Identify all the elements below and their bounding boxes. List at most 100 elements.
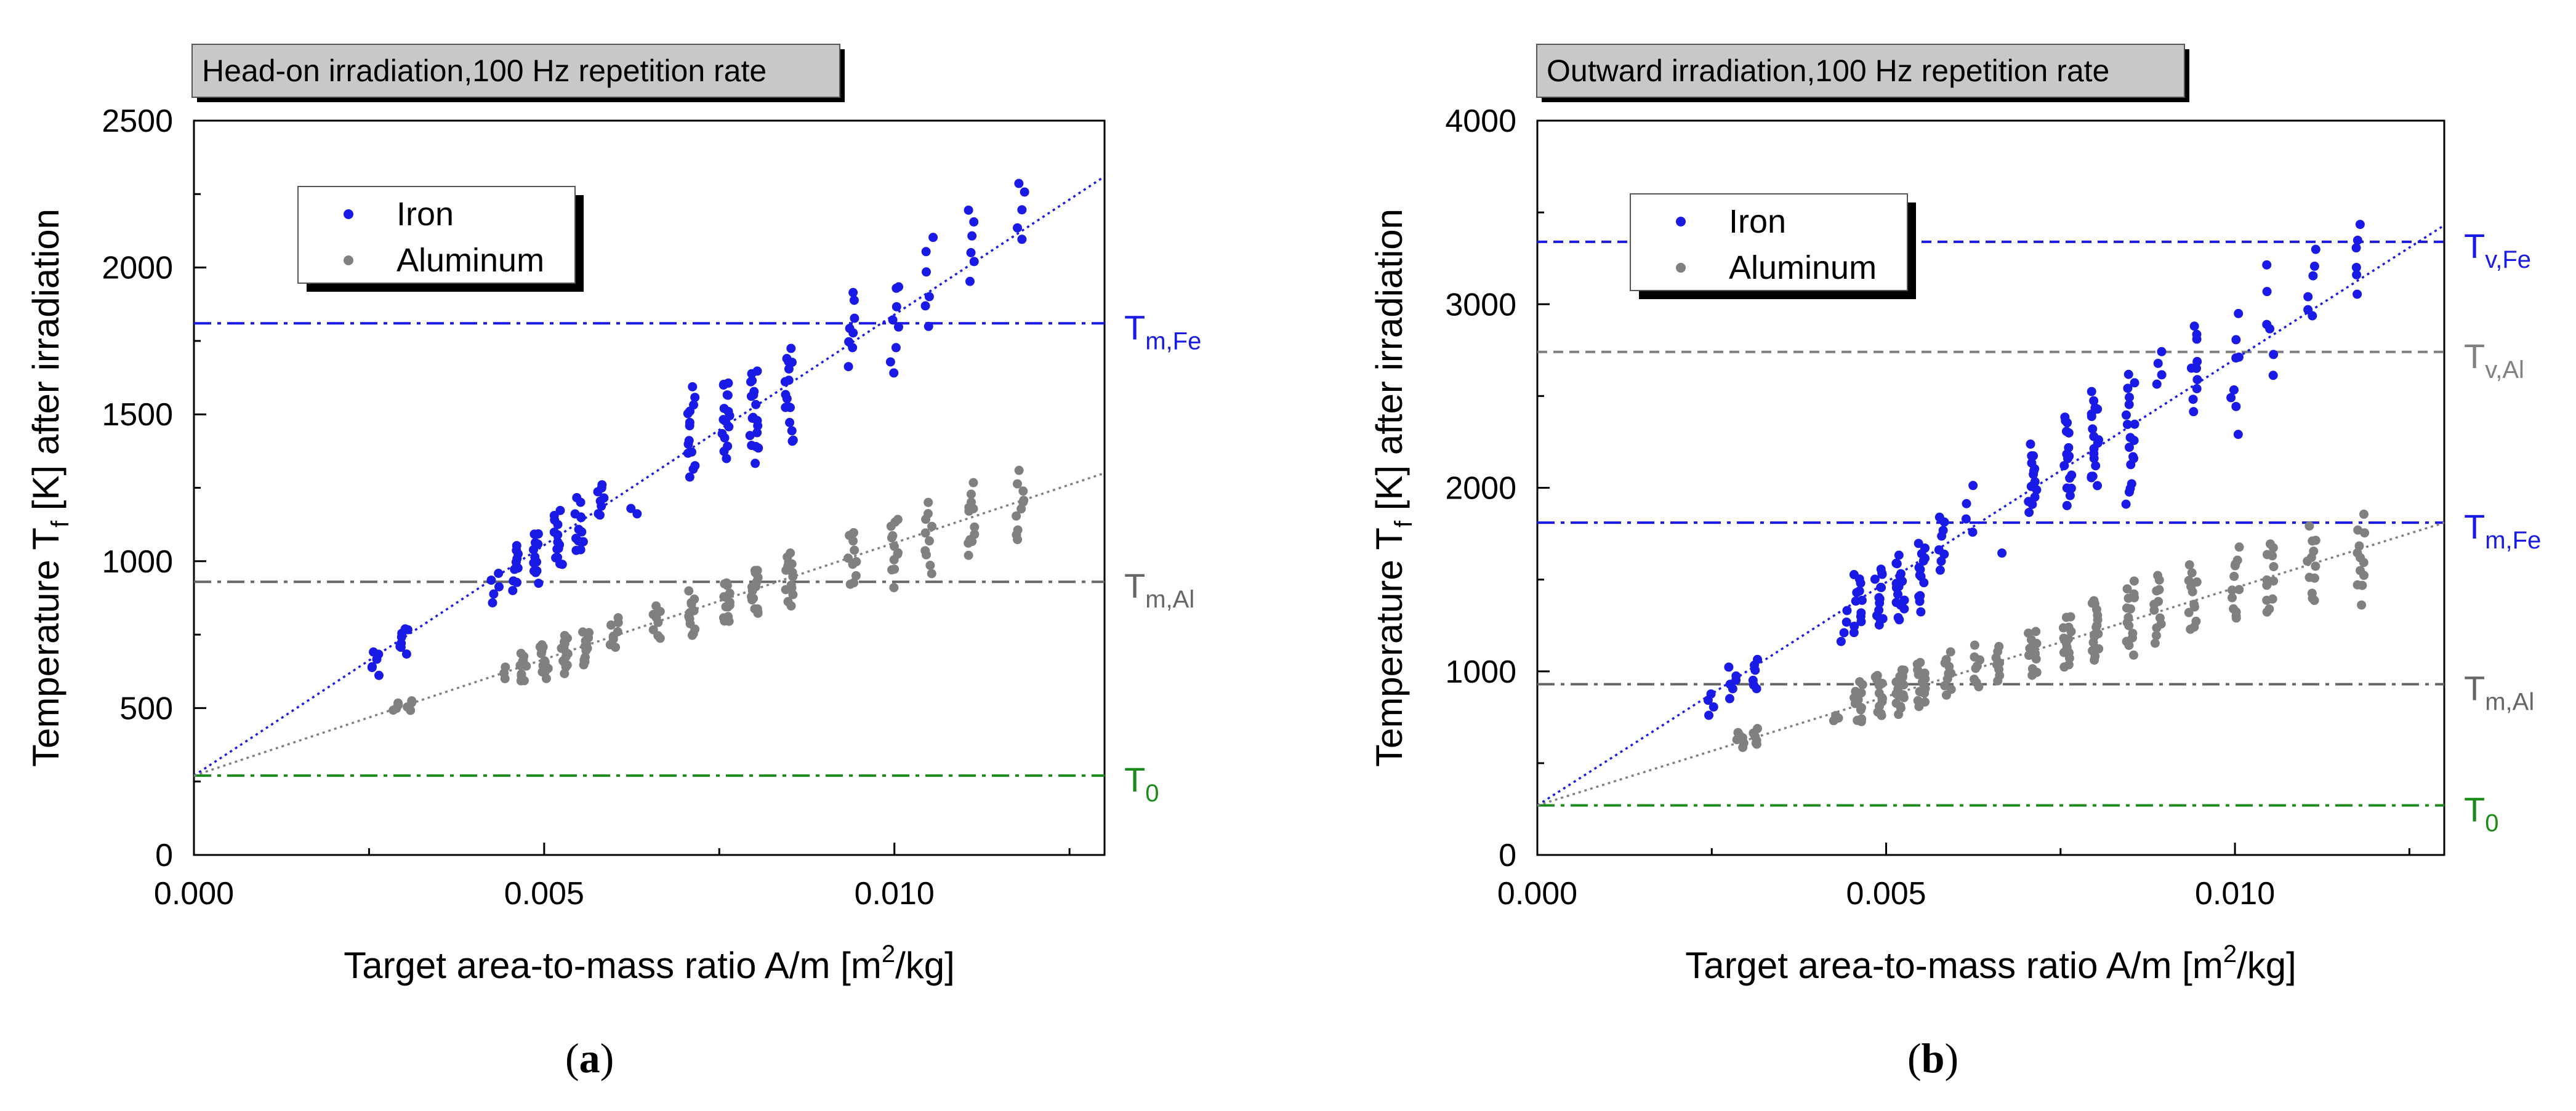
point-aluminum (2307, 588, 2317, 598)
point-iron (1704, 710, 1714, 720)
point-iron (1856, 608, 1866, 618)
point-aluminum (501, 662, 510, 672)
point-iron (2229, 385, 2239, 395)
point-iron (1849, 622, 1859, 632)
legend-box (1630, 193, 1908, 291)
point-iron (489, 589, 499, 599)
ref-label-tmfe: Tm,Fe (2464, 507, 2541, 554)
point-iron (1916, 572, 1926, 582)
point-aluminum (927, 569, 936, 579)
point-iron (690, 393, 700, 403)
point-aluminum (2027, 664, 2037, 674)
legend-label-iron: Iron (1729, 203, 1786, 240)
point-iron (594, 509, 603, 519)
point-aluminum (851, 557, 861, 567)
point-aluminum (2184, 560, 2194, 570)
point-iron (1013, 223, 1023, 233)
point-iron (685, 417, 694, 427)
point-aluminum (2309, 546, 2319, 556)
point-iron (2262, 260, 2272, 270)
point-aluminum (1970, 640, 1979, 650)
point-aluminum (690, 594, 699, 604)
point-iron (752, 428, 762, 438)
ref-label-tmfe: Tm,Fe (1124, 308, 1201, 355)
point-iron (1731, 671, 1741, 681)
point-aluminum (927, 521, 937, 531)
point-iron (1935, 565, 1945, 575)
point-iron (2124, 443, 2134, 452)
point-aluminum (2184, 576, 2194, 585)
point-aluminum (1874, 688, 1884, 698)
point-aluminum (2228, 585, 2237, 595)
point-iron (2061, 427, 2071, 436)
point-aluminum (888, 531, 898, 540)
point-iron (632, 509, 642, 519)
point-iron (2027, 458, 2037, 468)
point-iron (1753, 654, 1763, 664)
point-iron (533, 529, 543, 539)
point-aluminum (2059, 662, 2069, 672)
point-iron (788, 435, 798, 445)
point-iron (1748, 675, 1758, 685)
point-aluminum (2262, 575, 2272, 585)
point-iron (2125, 433, 2135, 443)
point-aluminum (889, 583, 899, 593)
fit-line-iron (1537, 224, 2444, 806)
point-iron (752, 366, 762, 376)
point-iron (684, 436, 694, 446)
point-iron (782, 394, 792, 404)
point-aluminum (2359, 571, 2369, 580)
point-iron (1724, 662, 1734, 672)
point-iron (1934, 512, 1944, 522)
point-iron (1968, 481, 1978, 491)
point-iron (722, 454, 731, 463)
point-aluminum (1752, 724, 1762, 734)
point-iron (885, 357, 895, 367)
caption-a: (a) (565, 1035, 614, 1081)
point-iron (892, 283, 901, 293)
point-iron (785, 417, 795, 427)
point-iron (845, 324, 855, 334)
point-aluminum (2025, 643, 2035, 653)
point-aluminum (2353, 525, 2363, 535)
point-iron (2262, 319, 2272, 329)
point-aluminum (2024, 628, 2034, 638)
point-iron (967, 231, 977, 241)
point-aluminum (613, 613, 623, 623)
point-iron (2353, 289, 2362, 299)
point-aluminum (2151, 630, 2161, 640)
point-aluminum (2304, 521, 2314, 531)
point-iron (553, 552, 563, 562)
point-aluminum (651, 601, 661, 611)
point-aluminum (560, 631, 570, 641)
point-aluminum (970, 529, 980, 539)
point-iron (2188, 395, 2198, 404)
point-aluminum (2354, 541, 2364, 551)
point-iron (1899, 595, 1909, 605)
point-aluminum (2303, 556, 2312, 566)
point-iron (2124, 399, 2134, 409)
point-aluminum (850, 545, 859, 555)
point-iron (2026, 439, 2035, 449)
point-iron (2123, 383, 2133, 393)
point-aluminum (1014, 465, 1024, 475)
point-iron (2087, 387, 2096, 396)
point-iron (751, 399, 761, 409)
point-iron (2311, 244, 2320, 254)
point-iron (2130, 419, 2139, 429)
y-tick-label: 500 (119, 691, 173, 726)
point-aluminum (2232, 555, 2242, 565)
point-aluminum (1944, 668, 1954, 678)
point-iron (1841, 617, 1851, 627)
point-aluminum (924, 536, 934, 546)
point-iron (553, 530, 563, 540)
ref-label-t0: T0 (1124, 760, 1159, 807)
point-iron (1836, 636, 1846, 646)
point-aluminum (752, 577, 762, 587)
point-iron (553, 537, 563, 547)
point-iron (2189, 407, 2199, 417)
point-iron (2024, 508, 2034, 518)
point-iron (1877, 583, 1886, 593)
point-aluminum (2087, 598, 2097, 608)
point-iron (2125, 392, 2135, 402)
